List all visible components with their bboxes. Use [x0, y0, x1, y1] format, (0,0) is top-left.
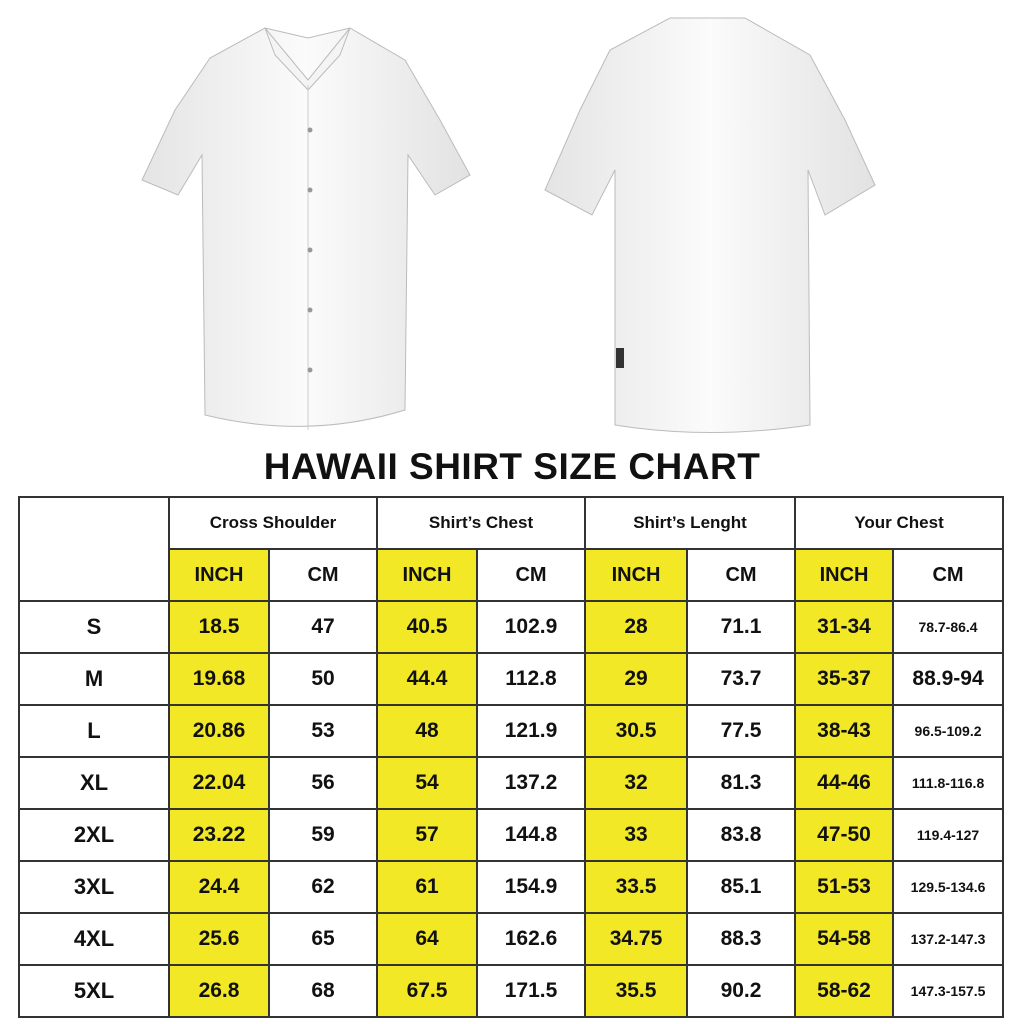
- cell-cs-in: 22.04: [168, 756, 270, 810]
- cell-ln-in: 35.5: [584, 964, 689, 1018]
- cell-ch-in: 40.5: [376, 600, 478, 654]
- table-row: XL 22.04 56 54 137.2 32 81.3 44-46 111.8-116.8: [18, 756, 1005, 810]
- cell-ch-cm: 171.5: [475, 964, 587, 1018]
- cell-cs-in: 25.6: [168, 912, 270, 966]
- cell-yc-in: 38-43: [794, 704, 895, 758]
- cell-ch-in: 54: [376, 756, 478, 810]
- table-row: M 19.68 50 44.4 112.8 29 73.7 35-37 88.9-94: [18, 652, 1005, 706]
- cell-ch-in: 61: [376, 860, 478, 914]
- chart-title: HAWAII SHIRT SIZE CHART: [263, 446, 761, 487]
- cell-cs-in: 18.5: [168, 600, 270, 654]
- cell-cs-cm: 56: [268, 756, 378, 810]
- size-label: 4XL: [18, 912, 170, 966]
- cell-yc-cm: 88.9-94: [892, 652, 1005, 706]
- cell-ln-in: 33: [584, 808, 689, 862]
- table-row: 4XL 25.6 65 64 162.6 34.75 88.3 54-58 137.2-147.…: [18, 912, 1005, 966]
- cell-cs-in: 19.68: [168, 652, 270, 706]
- cell-ln-in: 33.5: [584, 860, 689, 914]
- cell-ch-cm: 121.9: [475, 704, 587, 758]
- cell-ln-in: 30.5: [584, 704, 689, 758]
- cell-ch-cm: 154.9: [475, 860, 587, 914]
- cell-ln-cm: 73.7: [686, 652, 797, 706]
- unit-cm-header: CM: [268, 548, 378, 602]
- cell-ch-cm: 112.8: [475, 652, 587, 706]
- cell-cs-in: 26.8: [168, 964, 270, 1018]
- size-label: 2XL: [18, 808, 170, 862]
- table-row: 2XL 23.22 59 57 144.8 33 83.8 47-50 119.4-127: [18, 808, 1005, 862]
- cell-ch-cm: 137.2: [475, 756, 587, 810]
- unit-cm-header: CM: [475, 548, 587, 602]
- size-label: S: [18, 600, 170, 654]
- table-row: 5XL 26.8 68 67.5 171.5 35.5 90.2 58-62 147.3-157…: [18, 964, 1005, 1018]
- cell-ln-cm: 90.2: [686, 964, 797, 1018]
- cell-ln-in: 29: [584, 652, 689, 706]
- size-label: 3XL: [18, 860, 170, 914]
- cell-yc-cm: 129.5-134.6: [892, 860, 1005, 914]
- cell-yc-cm: 147.3-157.5: [892, 964, 1005, 1018]
- group-header: Your Chest: [794, 496, 1005, 550]
- table-row: S 18.5 47 40.5 102.9 28 71.1 31-34 78.7-86.4: [18, 600, 1005, 654]
- table-row: L 20.86 53 48 121.9 30.5 77.5 38-43 96.5-109.2: [18, 704, 1005, 758]
- cell-ch-in: 67.5: [376, 964, 478, 1018]
- cell-ln-in: 34.75: [584, 912, 689, 966]
- cell-ln-in: 32: [584, 756, 689, 810]
- shirt-back-image: [544, 17, 876, 433]
- size-chart-table: Cross Shoulder Shirt’s Chest Shirt’s Len…: [18, 496, 1005, 1018]
- cell-yc-in: 51-53: [794, 860, 895, 914]
- cell-ln-cm: 81.3: [686, 756, 797, 810]
- cell-yc-cm: 137.2-147.3: [892, 912, 1005, 966]
- size-label: XL: [18, 756, 170, 810]
- cell-yc-cm: 78.7-86.4: [892, 600, 1005, 654]
- cell-ln-cm: 88.3: [686, 912, 797, 966]
- group-header: Shirt’s Lenght: [584, 496, 797, 550]
- cell-cs-cm: 53: [268, 704, 378, 758]
- shirt-front-image: [141, 27, 471, 430]
- cell-ln-cm: 83.8: [686, 808, 797, 862]
- cell-ch-in: 48: [376, 704, 478, 758]
- cell-cs-cm: 62: [268, 860, 378, 914]
- cell-cs-in: 23.22: [168, 808, 270, 862]
- size-label: 5XL: [18, 964, 170, 1018]
- cell-cs-cm: 47: [268, 600, 378, 654]
- cell-cs-in: 24.4: [168, 860, 270, 914]
- cell-ch-in: 64: [376, 912, 478, 966]
- unit-inch-header: INCH: [376, 548, 478, 602]
- cell-ln-cm: 85.1: [686, 860, 797, 914]
- cell-yc-in: 54-58: [794, 912, 895, 966]
- cell-cs-cm: 65: [268, 912, 378, 966]
- cell-yc-in: 58-62: [794, 964, 895, 1018]
- table-row: 3XL 24.4 62 61 154.9 33.5 85.1 51-53 129.5-134.6: [18, 860, 1005, 914]
- cell-cs-cm: 50: [268, 652, 378, 706]
- cell-yc-cm: 111.8-116.8: [892, 756, 1005, 810]
- cell-cs-cm: 59: [268, 808, 378, 862]
- cell-yc-cm: 96.5-109.2: [892, 704, 1005, 758]
- unit-inch-header: INCH: [584, 548, 689, 602]
- corner-cell: [18, 496, 170, 602]
- cell-ch-cm: 144.8: [475, 808, 587, 862]
- cell-yc-cm: 119.4-127: [892, 808, 1005, 862]
- unit-inch-header: INCH: [168, 548, 270, 602]
- cell-cs-cm: 68: [268, 964, 378, 1018]
- cell-ln-in: 28: [584, 600, 689, 654]
- group-header: Shirt’s Chest: [375, 496, 587, 550]
- size-label: M: [18, 652, 170, 706]
- cell-yc-in: 35-37: [794, 652, 895, 706]
- cell-ln-cm: 71.1: [686, 600, 797, 654]
- cell-ln-cm: 77.5: [686, 704, 797, 758]
- unit-cm-header: CM: [892, 548, 1005, 602]
- cell-yc-in: 31-34: [794, 600, 895, 654]
- cell-ch-cm: 102.9: [475, 600, 587, 654]
- unit-inch-header: INCH: [794, 548, 895, 602]
- cell-yc-in: 44-46: [794, 756, 895, 810]
- cell-ch-in: 44.4: [376, 652, 478, 706]
- cell-cs-in: 20.86: [168, 704, 270, 758]
- cell-ch-in: 57: [376, 808, 478, 862]
- unit-cm-header: CM: [686, 548, 797, 602]
- size-label: L: [18, 704, 170, 758]
- cell-yc-in: 47-50: [794, 808, 895, 862]
- cell-ch-cm: 162.6: [475, 912, 587, 966]
- group-header: Cross Shoulder: [168, 496, 378, 550]
